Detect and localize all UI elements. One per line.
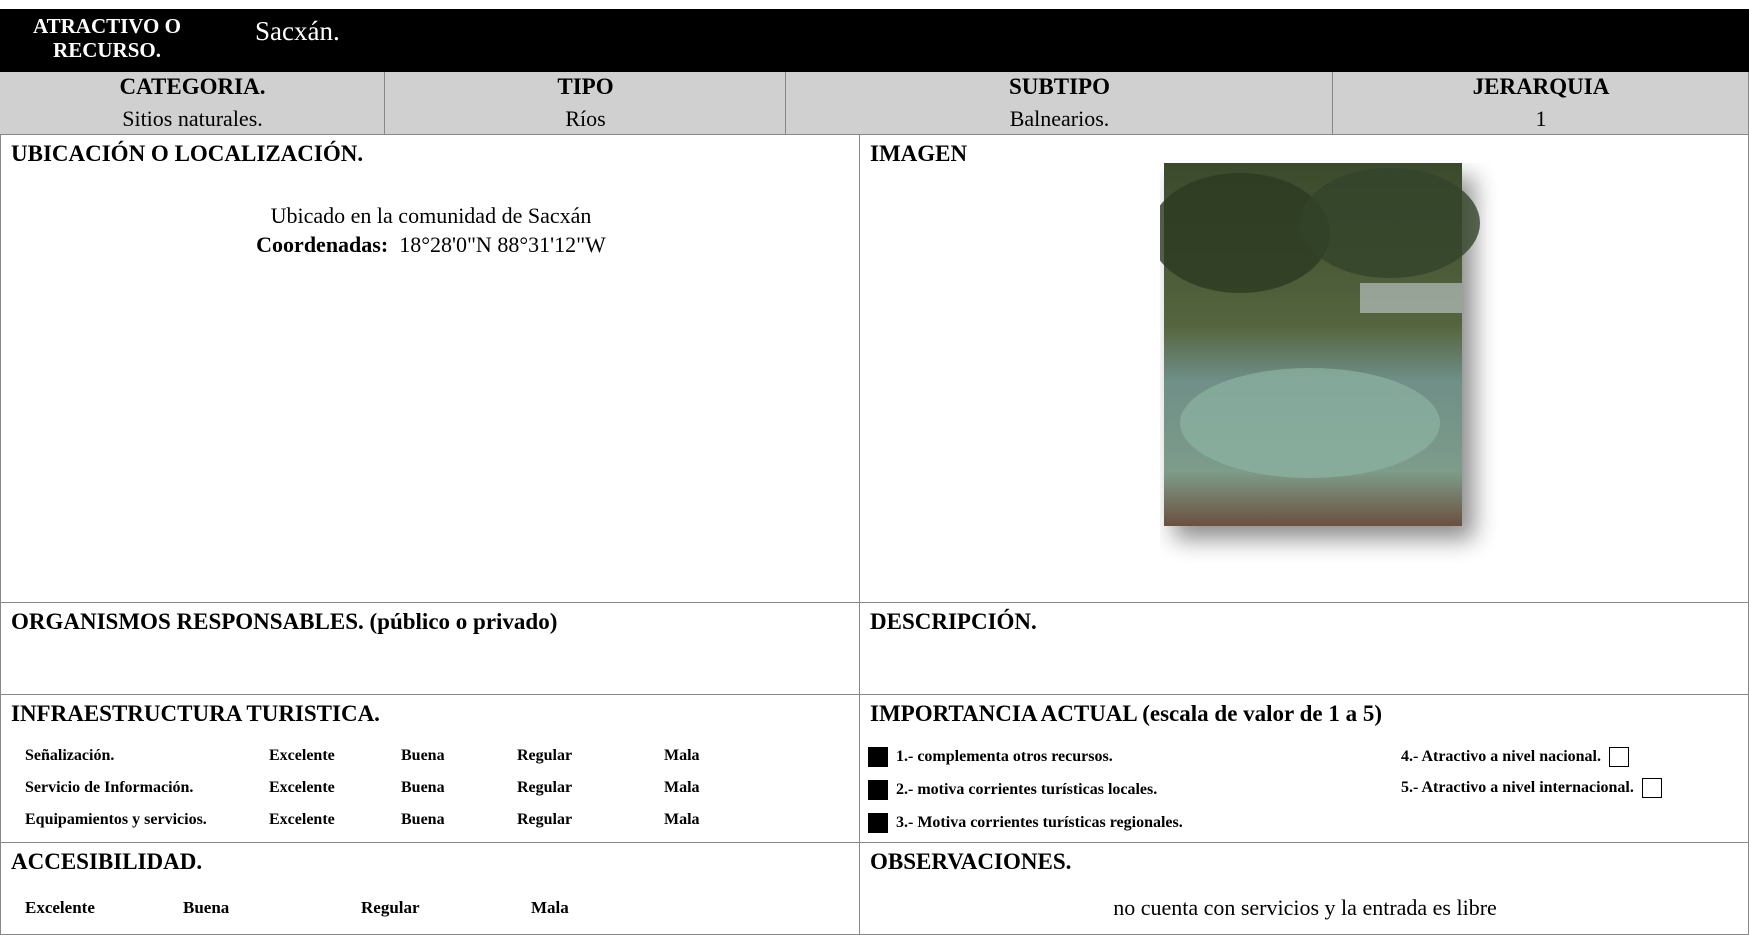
photo: [1160, 163, 1480, 539]
class-header: CATEGORIA.: [119, 74, 266, 99]
infra-option: Buena: [401, 779, 445, 796]
importance-text: 2.- motiva corrientes turísticas locales…: [896, 781, 1158, 798]
infra-option: Regular: [517, 811, 573, 828]
importance-item: 2.- motiva corrientes turísticas locales…: [868, 780, 1157, 800]
class-value: Balnearios.: [1009, 106, 1110, 131]
accessibility-cell: ACCESIBILIDAD. Excelente Buena Regular Mala: [0, 842, 860, 935]
infra-option: Excelente: [269, 747, 335, 764]
class-header: JERARQUIA: [1472, 74, 1610, 99]
observations-title: OBSERVACIONES.: [870, 849, 1072, 874]
importance-text: 3.- Motiva corrientes turísticas regiona…: [896, 814, 1183, 831]
infrastructure-cell: INFRAESTRUCTURA TURISTICA. Señalización.…: [0, 694, 860, 843]
coords: 18°28'0"N 88°31'12"W: [399, 232, 606, 257]
accessibility-title: ACCESIBILIDAD.: [11, 849, 203, 874]
class-header: SUBTIPO: [1009, 74, 1110, 99]
infra-label: Servicio de Información.: [25, 779, 194, 796]
infra-option: Buena: [401, 747, 445, 764]
description-title: DESCRIPCIÓN.: [870, 609, 1037, 634]
infra-option: Buena: [401, 811, 445, 828]
image-title: IMAGEN: [870, 141, 968, 166]
access-option: Excelente: [25, 898, 95, 917]
infra-option: Mala: [664, 811, 700, 828]
class-cell: [0, 72, 385, 134]
access-option: Mala: [531, 898, 569, 917]
location-title: UBICACIÓN O LOCALIZACIÓN.: [11, 141, 364, 166]
header-bar: [0, 9, 1749, 72]
observations-text: no cuenta con servicios y la entrada es …: [1113, 895, 1497, 920]
importance-cell: IMPORTANCIA ACTUAL (escala de valor de 1…: [859, 694, 1749, 843]
location-text: Ubicado en la comunidad de Sacxán: [270, 203, 592, 228]
checkbox: [1641, 778, 1662, 798]
infra-label: Equipamientos y servicios.: [25, 811, 207, 828]
location-cell: UBICACIÓN O LOCALIZACIÓN. Ubicado en la …: [0, 134, 860, 603]
coords-line: Coordenadas: 18°28'0"N 88°31'12"W: [1, 232, 861, 258]
checkbox: [868, 747, 888, 767]
class-value: 1: [1535, 106, 1547, 131]
coords-label: Coordenadas:: [256, 232, 389, 257]
class-row: [0, 72, 1749, 134]
importance-item: 4.- Atractivo a nivel nacional.: [1401, 747, 1629, 767]
image-cell: IMAGEN: [859, 134, 1749, 603]
access-option: Buena: [183, 898, 230, 917]
class-value: Sitios naturales.: [122, 106, 263, 131]
infra-option: Excelente: [269, 811, 335, 828]
checkbox: [1608, 747, 1629, 767]
infra-label: Señalización.: [25, 747, 115, 764]
importance-text: 1.- complementa otros recursos.: [896, 748, 1113, 765]
observations-cell: OBSERVACIONES. no cuenta con servicios y…: [859, 842, 1749, 935]
importance-item: 1.- complementa otros recursos.: [868, 747, 1113, 767]
infrastructure-title: INFRAESTRUCTURA TURISTICA.: [11, 701, 380, 726]
importance-title: IMPORTANCIA ACTUAL (escala de valor de 1…: [870, 701, 1382, 726]
organisms-title: ORGANISMOS RESPONSABLES. (público o priv…: [11, 609, 558, 634]
checkbox: [868, 813, 888, 833]
infra-option: Mala: [664, 779, 700, 796]
infra-option: Regular: [517, 747, 573, 764]
header-name: Sacxán.: [255, 16, 340, 46]
organisms-cell: ORGANISMOS RESPONSABLES. (público o priv…: [0, 602, 860, 695]
checkbox: [868, 780, 888, 800]
class-cell: [786, 72, 1333, 134]
infra-option: Excelente: [269, 779, 335, 796]
infra-option: Regular: [517, 779, 573, 796]
importance-text: 5.- Atractivo a nivel internacional.: [1401, 779, 1634, 796]
header-label: ATRACTIVO O RECURSO.: [33, 14, 181, 62]
importance-item: 3.- Motiva corrientes turísticas regiona…: [868, 813, 1183, 833]
class-value: Ríos: [565, 106, 606, 131]
description-cell: DESCRIPCIÓN.: [859, 602, 1749, 695]
access-option: Regular: [361, 898, 420, 917]
class-cell: [385, 72, 786, 134]
importance-text: 4.- Atractivo a nivel nacional.: [1401, 748, 1601, 765]
class-header: TIPO: [557, 74, 614, 99]
importance-item: 5.- Atractivo a nivel internacional.: [1401, 778, 1662, 798]
infra-option: Mala: [664, 747, 700, 764]
